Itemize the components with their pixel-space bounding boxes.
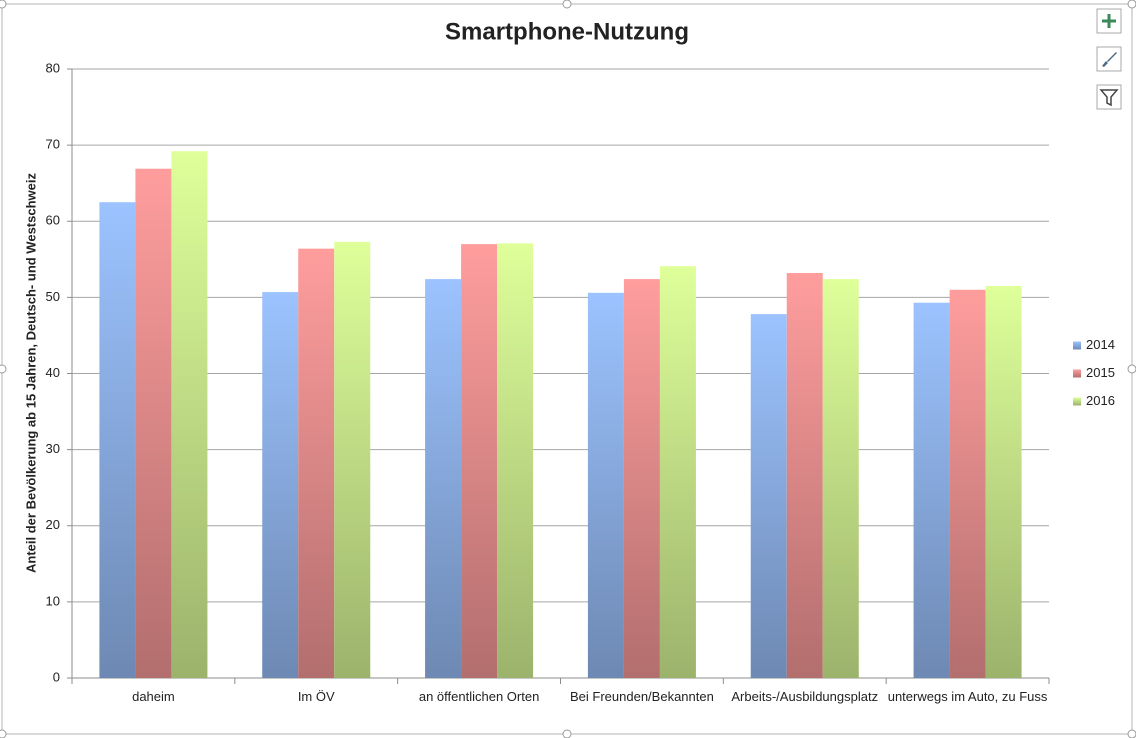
bar [587, 292, 624, 678]
x-tick-label-box: Arbeits-/Ausbildungsplatz [731, 689, 879, 704]
y-tick-label: 10 [46, 593, 60, 608]
legend-swatch-shade [1073, 397, 1081, 406]
chart-styles-button[interactable] [1096, 46, 1122, 72]
y-tick-label: 80 [46, 60, 60, 75]
x-tick-label: Arbeits-/Ausbildungsplatz [731, 689, 879, 704]
y-tick-label: 70 [46, 137, 60, 152]
bar [461, 244, 498, 678]
y-tick-label: 20 [46, 517, 60, 532]
x-tick-label: Im ÖV [297, 689, 335, 704]
y-tick-label: 40 [46, 365, 60, 380]
y-axis-title: Anteil der Bevölkerung ab 15 Jahren, Deu… [23, 173, 38, 573]
chart-filters-button[interactable] [1096, 84, 1122, 110]
x-tick-label-box: daheim [132, 689, 175, 704]
y-tick-label: 50 [46, 289, 60, 304]
bar [497, 243, 534, 679]
x-tick-label: unterwegs im Auto, zu Fuss [887, 689, 1048, 704]
bar [949, 289, 986, 678]
bar [99, 202, 136, 678]
bar [750, 314, 787, 678]
x-tick-label: an öffentlichen Orten [418, 689, 540, 704]
bar [298, 248, 335, 678]
bar [425, 279, 462, 678]
legend-swatch-shade [1073, 369, 1081, 378]
bar [135, 168, 172, 678]
chart-title: Smartphone-Nutzung [445, 18, 689, 45]
legend-label: 2014 [1086, 337, 1115, 352]
legend-label: 2016 [1086, 393, 1115, 408]
y-tick-label: 60 [46, 213, 60, 228]
legend-label: 2015 [1086, 365, 1115, 380]
x-tick-label: daheim [132, 689, 175, 704]
legend-swatch-shade [1073, 341, 1081, 350]
bar [334, 241, 371, 678]
bar [985, 285, 1022, 678]
bar [262, 292, 299, 678]
y-tick-label: 30 [46, 441, 60, 456]
bar [786, 273, 823, 678]
bar [659, 266, 696, 678]
bar [171, 151, 208, 679]
x-tick-label-box: unterwegs im Auto, zu Fuss [887, 689, 1048, 704]
bar [623, 279, 660, 678]
x-tick-label-box: an öffentlichen Orten [418, 689, 540, 704]
chart-elements-button[interactable] [1096, 8, 1122, 34]
x-tick-label-box: Im ÖV [297, 689, 335, 704]
x-tick-label: Bei Freunden/Bekannten [570, 689, 714, 704]
bar [822, 279, 859, 678]
bar [913, 302, 950, 678]
y-tick-label: 0 [53, 669, 60, 684]
x-tick-label-box: Bei Freunden/Bekannten [570, 689, 714, 704]
